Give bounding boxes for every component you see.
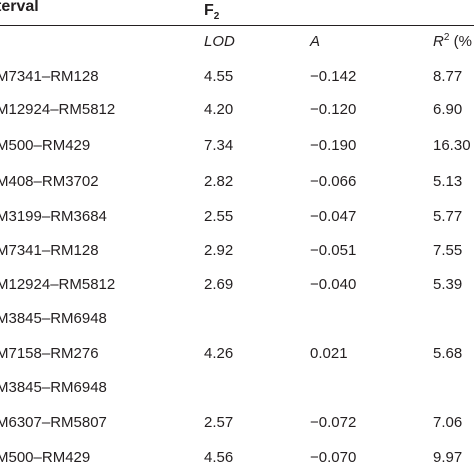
cell-interval: M3845–RM6948 bbox=[0, 310, 107, 327]
cell-r2: 6.90 bbox=[433, 101, 463, 118]
cell-r2: 5.68 bbox=[433, 345, 463, 362]
subheader-r2-sup: 2 bbox=[443, 32, 450, 43]
cell-interval: M408–RM3702 bbox=[0, 173, 99, 190]
cell-lod: 2.82 bbox=[204, 173, 234, 190]
cell-a: −0.070 bbox=[310, 449, 357, 466]
header-population-label: F bbox=[204, 2, 214, 19]
cell-a: −0.072 bbox=[310, 414, 357, 431]
cell-a: 0.021 bbox=[310, 345, 348, 362]
cell-r2: 16.30 bbox=[433, 137, 471, 154]
subheader-a: A bbox=[310, 33, 321, 50]
cell-lod: 4.55 bbox=[204, 68, 234, 85]
cell-interval: M7341–RM128 bbox=[0, 68, 99, 85]
header-population-sub: 2 bbox=[213, 11, 220, 23]
cell-interval: M7158–RM276 bbox=[0, 345, 99, 362]
cell-lod: 4.20 bbox=[204, 101, 234, 118]
header-population: F2 bbox=[204, 2, 220, 23]
cell-interval: M500–RM429 bbox=[0, 137, 91, 154]
subheader-r2-tail: (% bbox=[453, 33, 472, 50]
cell-r2: 7.55 bbox=[433, 242, 463, 259]
cell-r2: 5.77 bbox=[433, 208, 463, 225]
cell-r2: 5.39 bbox=[433, 276, 463, 293]
cell-r2: 9.97 bbox=[433, 449, 463, 466]
cell-lod: 2.57 bbox=[204, 414, 234, 431]
cell-lod: 2.55 bbox=[204, 208, 234, 225]
cell-r2: 8.77 bbox=[433, 68, 463, 85]
cell-interval: M12924–RM5812 bbox=[0, 276, 116, 293]
cell-interval: M500–RM429 bbox=[0, 449, 91, 466]
cell-a: −0.051 bbox=[310, 242, 357, 259]
cell-lod: 2.69 bbox=[204, 276, 234, 293]
cell-a: −0.040 bbox=[310, 276, 357, 293]
cell-a: −0.142 bbox=[310, 68, 357, 85]
cell-a: −0.066 bbox=[310, 173, 357, 190]
cell-interval: M7341–RM128 bbox=[0, 242, 99, 259]
cell-lod: 4.56 bbox=[204, 449, 234, 466]
cell-a: −0.190 bbox=[310, 137, 357, 154]
cell-interval: M3199–RM3684 bbox=[0, 208, 107, 225]
subheader-lod: LOD bbox=[204, 33, 235, 50]
cell-interval: M6307–RM5807 bbox=[0, 414, 107, 431]
cell-lod: 4.26 bbox=[204, 345, 234, 362]
cell-interval: M12924–RM5812 bbox=[0, 101, 116, 118]
cell-a: −0.120 bbox=[310, 101, 357, 118]
cell-lod: 7.34 bbox=[204, 137, 234, 154]
cell-interval: M3845–RM6948 bbox=[0, 379, 107, 396]
subheader-r2-base: R bbox=[433, 33, 444, 50]
subheader-r2: R2 (% bbox=[433, 33, 472, 51]
cell-r2: 7.06 bbox=[433, 414, 463, 431]
cell-r2: 5.13 bbox=[433, 173, 463, 190]
cell-a: −0.047 bbox=[310, 208, 357, 225]
header-interval: terval bbox=[0, 0, 39, 15]
header-rule bbox=[0, 25, 474, 26]
cell-lod: 2.92 bbox=[204, 242, 234, 259]
